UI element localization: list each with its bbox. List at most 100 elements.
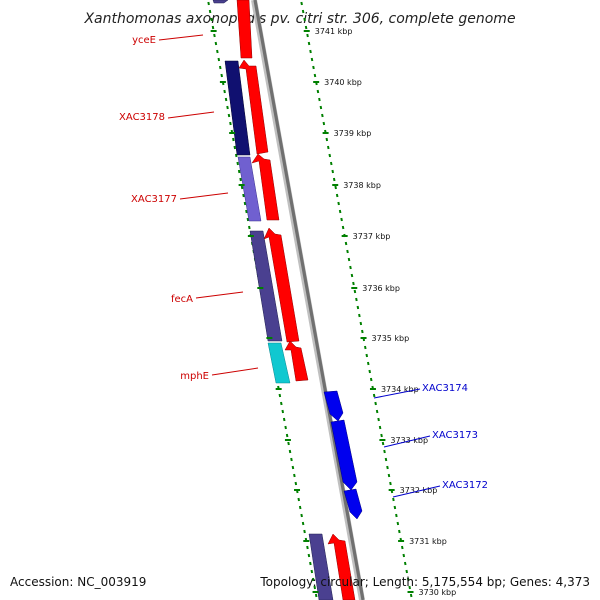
- ruler-dot: [383, 449, 386, 454]
- ruler-dot: [356, 305, 360, 310]
- ruler-dot: [346, 249, 349, 254]
- ruler-dot: [237, 169, 241, 174]
- ruler-dot: [386, 465, 389, 470]
- coordinate-tick-label: 3734 kbp: [381, 385, 419, 394]
- ruler-dot: [408, 585, 411, 590]
- reverse-gene-mphe[interactable]: [267, 342, 291, 384]
- ruler-dot: [325, 137, 329, 142]
- ruler-dot: [329, 161, 333, 166]
- ruler-dot: [347, 257, 351, 262]
- ruler-dot: [310, 57, 314, 62]
- ruler-dot: [350, 273, 354, 278]
- gene-label-leader-line: [158, 34, 204, 41]
- ruler-dot: [340, 217, 343, 222]
- ruler-dot: [307, 553, 311, 558]
- gene-label-leader-line: [167, 111, 215, 119]
- forward-gene-3[interactable]: [251, 153, 280, 221]
- gene-xac3173[interactable]: [330, 419, 358, 491]
- gene-xac3174[interactable]: [323, 390, 344, 422]
- ruler-dot: [403, 561, 407, 566]
- coordinate-tick-label: 3741 kbp: [315, 27, 353, 36]
- right-ruler-dotted-line: [300, 1, 413, 598]
- ruler-dot: [310, 569, 314, 574]
- ruler-dot: [239, 177, 242, 182]
- forward-gene-yce-e[interactable]: [236, 0, 253, 59]
- ruler-dot: [214, 41, 218, 46]
- ruler-dot: [334, 185, 337, 190]
- ruler-dot: [303, 529, 306, 534]
- ruler-dot: [341, 225, 345, 230]
- ruler-dot: [278, 393, 282, 398]
- ruler-dot: [359, 321, 363, 326]
- gene-label[interactable]: XAC3173: [432, 430, 478, 441]
- ruler-dot: [309, 49, 312, 54]
- ruler-dot: [366, 361, 370, 366]
- ruler-dot: [312, 577, 315, 582]
- forward-gene-5[interactable]: [284, 340, 309, 382]
- ruler-dot: [402, 553, 406, 558]
- ruler-dot: [368, 369, 371, 374]
- reverse-gene-top-fragment[interactable]: [212, 0, 229, 4]
- gene-label[interactable]: yceE: [132, 35, 156, 46]
- coordinate-tick-label: 3731 kbp: [409, 537, 447, 546]
- ruler-dot: [322, 121, 326, 126]
- gene-label[interactable]: XAC3178: [119, 112, 165, 123]
- ruler-dot: [306, 33, 309, 38]
- gene-label[interactable]: mphE: [180, 371, 209, 382]
- gene-label[interactable]: XAC3172: [442, 480, 488, 491]
- ruler-dot: [294, 481, 298, 486]
- forward-gene-bottom[interactable]: [327, 533, 356, 600]
- coordinate-tick-label: 3738 kbp: [343, 181, 381, 190]
- ruler-dot: [353, 289, 357, 294]
- ruler-dot: [210, 17, 213, 22]
- coordinate-tick-label: 3730 kbp: [419, 588, 457, 597]
- ruler-dot: [303, 17, 306, 22]
- gene-label[interactable]: XAC3174: [422, 383, 468, 394]
- ruler-dot: [338, 209, 342, 214]
- ruler-dot: [406, 577, 410, 582]
- ruler-dot: [223, 89, 226, 94]
- reverse-gene-bottom[interactable]: [308, 533, 334, 600]
- ruler-dot: [409, 593, 413, 598]
- gene-xac3172[interactable]: [343, 488, 363, 520]
- ruler-dot: [319, 105, 323, 110]
- reverse-gene-feca[interactable]: [249, 230, 283, 342]
- gene-label-leader-line: [195, 291, 244, 299]
- ruler-dot: [226, 105, 229, 110]
- ruler-dot: [401, 545, 404, 550]
- ruler-dot: [242, 193, 245, 198]
- ruler-dot: [281, 409, 285, 414]
- ruler-dot: [355, 297, 358, 302]
- ruler-dot: [287, 441, 290, 446]
- coordinate-tick-label: 3732 kbp: [400, 486, 438, 495]
- gene-label-leader-line: [392, 485, 441, 498]
- ruler-dot: [298, 505, 302, 510]
- ruler-dot: [405, 569, 408, 574]
- forward-gene-2[interactable]: [238, 59, 269, 155]
- reverse-gene-xac3177[interactable]: [237, 156, 262, 222]
- gene-label[interactable]: fecA: [171, 294, 193, 305]
- gene-label-leader-line: [211, 367, 259, 376]
- ruler-dot: [224, 97, 228, 102]
- ruler-dot: [236, 161, 239, 166]
- gene-label-leader-line: [179, 192, 229, 200]
- gene-label[interactable]: XAC3177: [131, 194, 177, 205]
- right-gene-labels: XAC3174 XAC3173 XAC3172: [373, 383, 488, 498]
- ruler-dot: [316, 89, 320, 94]
- ruler-dot: [232, 137, 235, 142]
- ruler-dot: [387, 473, 391, 478]
- coordinate-tick-label: 3739 kbp: [334, 129, 372, 138]
- ruler-dot: [331, 169, 334, 174]
- reverse-gene-xac3178[interactable]: [224, 60, 251, 156]
- ruler-dot: [288, 449, 292, 454]
- forward-gene-4[interactable]: [263, 227, 300, 343]
- ruler-dot: [300, 513, 303, 518]
- coordinate-tick-label: 3737 kbp: [353, 232, 391, 241]
- ruler-dot: [233, 145, 237, 150]
- ruler-dot: [328, 153, 332, 158]
- coordinate-tick-label: 3740 kbp: [324, 78, 362, 87]
- ruler-dot: [243, 201, 247, 206]
- reverse-strand-track: [212, 0, 334, 600]
- ruler-dot: [285, 433, 289, 438]
